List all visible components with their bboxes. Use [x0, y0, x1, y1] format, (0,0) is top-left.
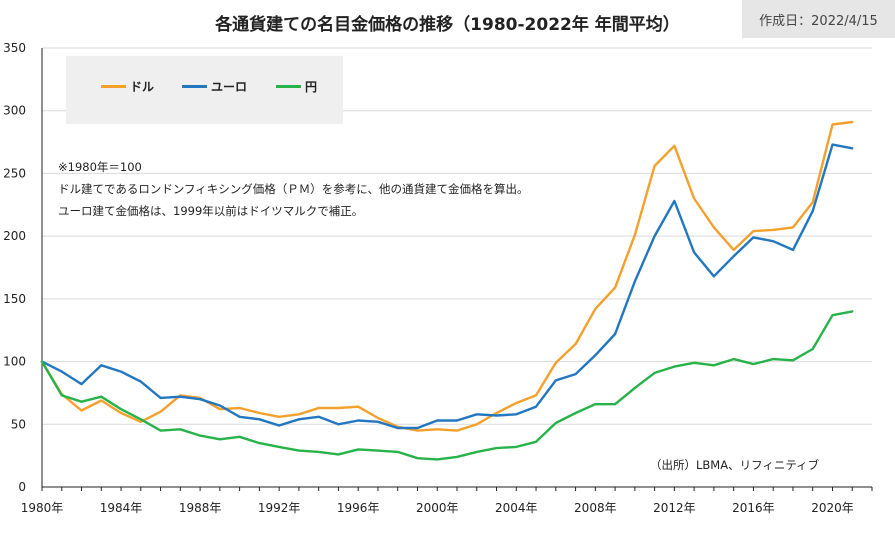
- series-line-yen: [40, 310, 854, 461]
- x-tick-label: 2004年: [495, 501, 538, 515]
- y-tick-label: 300: [3, 104, 26, 118]
- legend-swatch-euro: [182, 85, 207, 88]
- series-line-euro: [40, 143, 854, 430]
- series-line-dollar: [40, 120, 854, 432]
- y-tick-label: 0: [18, 480, 26, 494]
- legend: ドル ユーロ 円: [66, 56, 343, 124]
- y-tick-label: 250: [3, 166, 26, 180]
- y-tick-label: 200: [3, 229, 26, 243]
- x-tick-label: 1984年: [100, 501, 143, 515]
- note-base-year: ※1980年＝100: [58, 160, 142, 174]
- x-tick-label: 2020年: [811, 501, 854, 515]
- x-tick-label: 1988年: [179, 501, 222, 515]
- legend-item-yen: 円: [276, 78, 317, 95]
- x-tick-labels: 1980年 1984年 1988年 1992年 1996年 2000年 2004年 2008年…: [21, 501, 854, 515]
- y-tick-label: 50: [11, 417, 26, 431]
- x-tick-label: 1980年: [21, 501, 64, 515]
- legend-item-dollar: ドル: [101, 78, 154, 95]
- legend-item-euro: ユーロ: [182, 78, 247, 95]
- x-tick-label: 1992年: [258, 501, 301, 515]
- x-tick-label: 2000年: [416, 501, 459, 515]
- legend-label-dollar: ドル: [130, 80, 155, 94]
- note-calculation: ドル建てであるロンドンフィキシング価格（ＰＭ）を参考に、他の通貨建て金価格を算出…: [58, 182, 529, 196]
- note-euro-correction: ユーロ建て金価格は、1999年以前はドイツマルクで補正。: [58, 204, 364, 218]
- creation-date-label: 作成日：2022/4/15: [742, 0, 895, 38]
- source-note: （出所）LBMA、リフィニティブ: [650, 458, 820, 472]
- gridlines: [42, 47, 872, 425]
- x-tick-label: 2012年: [653, 501, 696, 515]
- y-tick-label: 150: [3, 292, 26, 306]
- x-tick-label: 1996年: [337, 501, 380, 515]
- y-tick-label: 100: [3, 355, 26, 369]
- legend-label-euro: ユーロ: [211, 80, 248, 94]
- chart-title: 各通貨建ての名目金価格の推移（1980-2022年 年間平均）: [215, 15, 680, 35]
- legend-swatch-dollar: [101, 85, 126, 88]
- axes: [41, 48, 873, 491]
- x-tick-label: 2008年: [574, 501, 617, 515]
- y-tick-label: 350: [3, 41, 26, 55]
- legend-label-yen: 円: [305, 80, 318, 94]
- series-lines: [40, 120, 854, 461]
- legend-swatch-yen: [276, 85, 301, 88]
- y-tick-labels: 0 50 100 150 200 250 300 350: [3, 41, 26, 494]
- x-tick-label: 2016年: [732, 501, 775, 515]
